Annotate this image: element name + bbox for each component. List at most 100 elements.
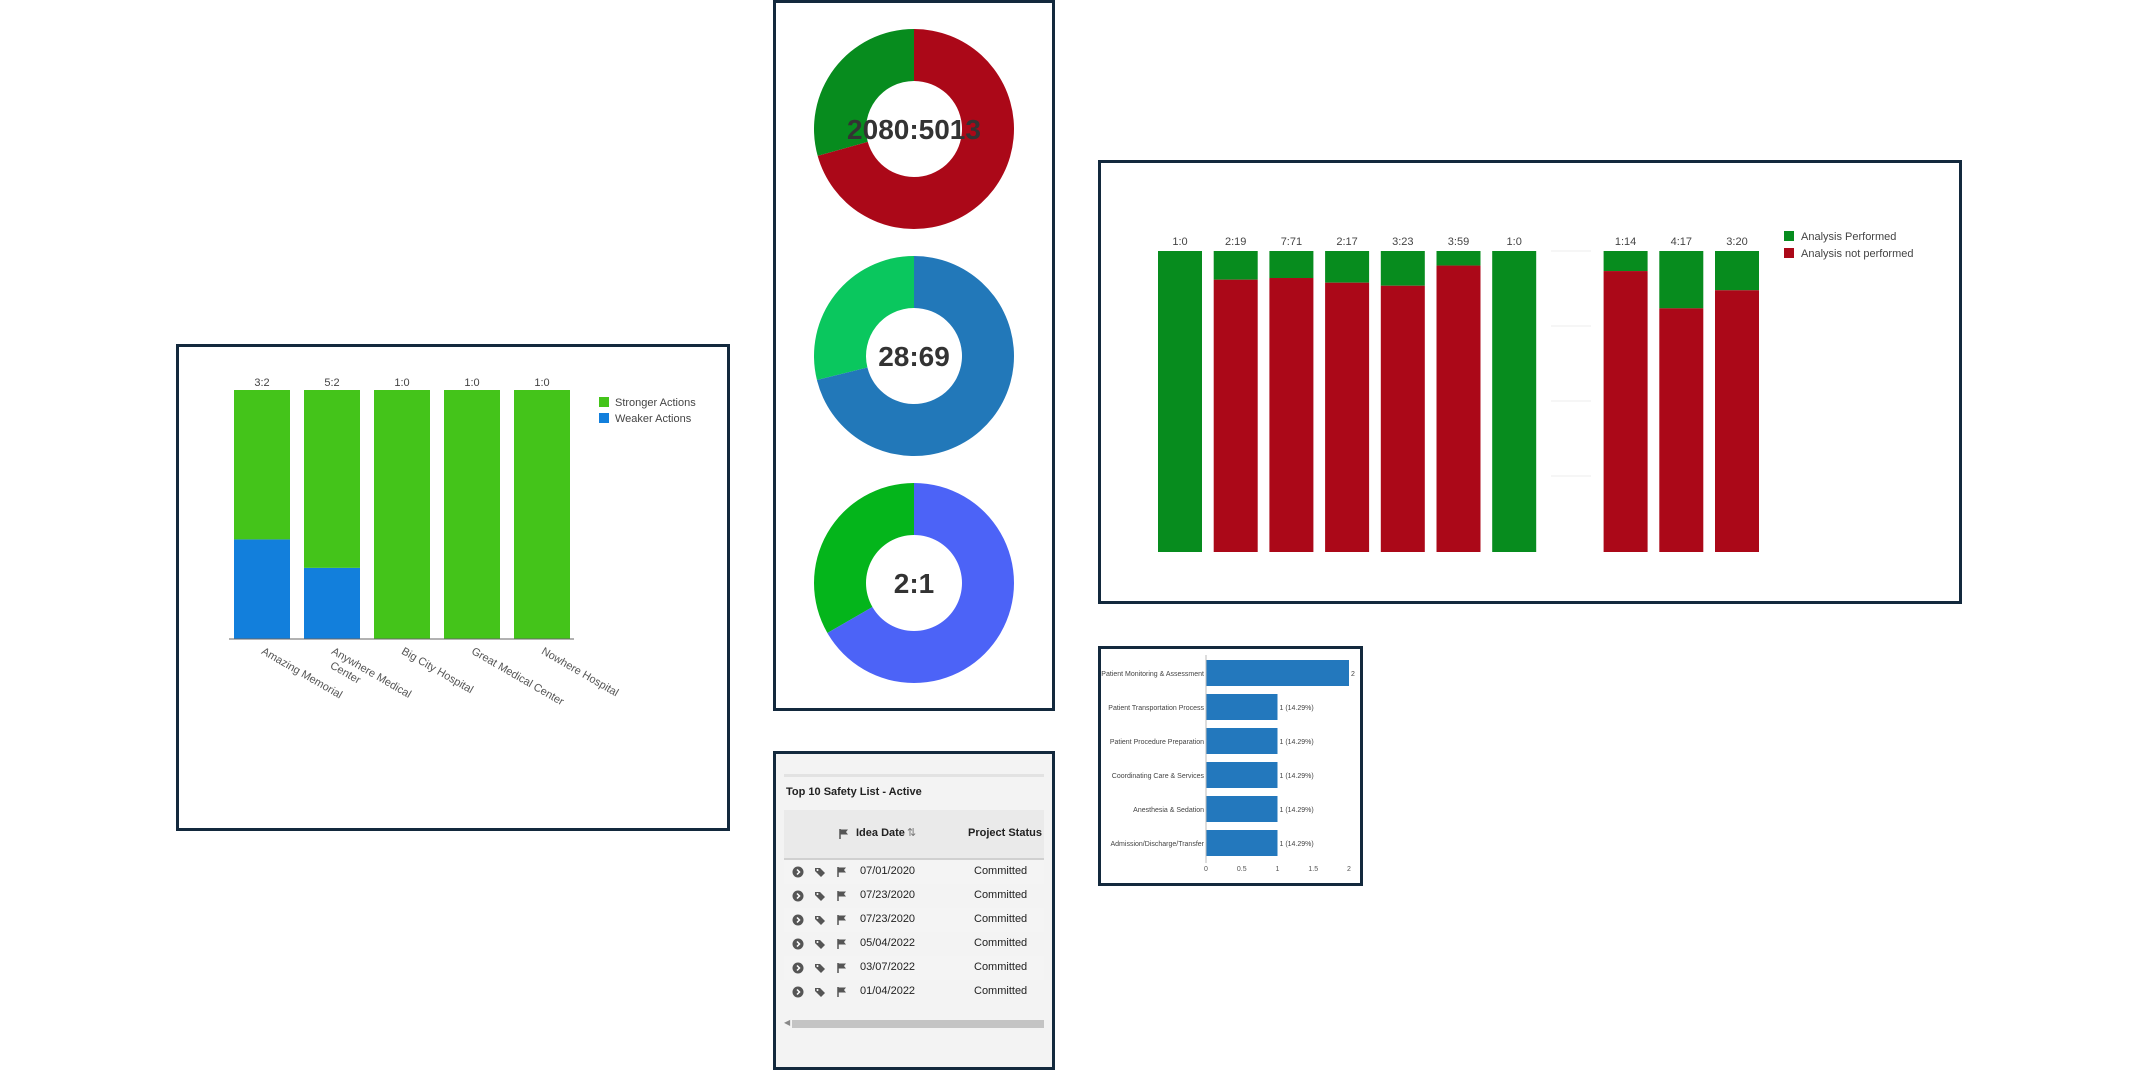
bar-segment (1603, 251, 1648, 272)
bar-segment (1715, 251, 1759, 291)
chevron-circle-icon[interactable] (792, 890, 804, 902)
scroll-left-arrow[interactable]: ◀ (784, 1018, 791, 1027)
project-status-cell: Committed (974, 937, 1028, 949)
flag-icon[interactable] (836, 938, 848, 950)
tags-icon[interactable] (814, 866, 826, 878)
scrollbar-thumb[interactable] (792, 1020, 1044, 1028)
donut-slice (827, 483, 1014, 683)
table-row[interactable]: 07/23/2020 Committed (784, 908, 1044, 932)
x-tick-label: 0.5 (1237, 866, 1247, 873)
project-status-cell: Committed (974, 913, 1028, 925)
bar-segment (304, 567, 360, 639)
bar-segment (304, 390, 360, 568)
data-label: 1 (14.29%) (1280, 705, 1314, 712)
safety-list-panel: Top 10 Safety List - Active Idea Date ⇅ … (773, 751, 1055, 1070)
sort-icon[interactable]: ⇅ (907, 827, 917, 839)
bar-top-label: 1:0 (1172, 236, 1187, 248)
bar-top-label: 3:2 (254, 377, 269, 389)
safety-list-title: Top 10 Safety List - Active (786, 786, 922, 798)
table-row[interactable]: 03/07/2022 Committed (784, 956, 1044, 980)
flag-icon (839, 829, 848, 839)
bar-segment (1380, 285, 1425, 552)
legend-label: Analysis Performed (1801, 231, 1896, 243)
categories-chart-panel: Patient Monitoring & Assessment 2 Patient … (1098, 646, 1363, 886)
bar-top-label: 3:23 (1392, 236, 1413, 248)
donut-charts: 2080:5013 28:69 2:1 (814, 29, 1014, 683)
legend-label: Weaker Actions (615, 413, 692, 425)
bar-segment (1269, 251, 1314, 279)
bar-segment (1158, 251, 1202, 552)
table-body: 07/01/2020 Committed 07/23/2020 Committed 07… (784, 860, 1044, 1004)
tags-icon[interactable] (814, 938, 826, 950)
bar-top-label: 1:14 (1615, 236, 1636, 248)
table-header: Idea Date ⇅ Project Status (784, 810, 1044, 860)
bar-top-label: 7:71 (1281, 236, 1302, 248)
idea-date-cell: 03/07/2022 (860, 961, 916, 973)
tags-icon[interactable] (814, 986, 826, 998)
bar-segment (234, 539, 290, 639)
chevron-circle-icon[interactable] (792, 962, 804, 974)
analysis-chart-panel: 1:0 2:19 7:71 2:17 3:23 3:59 1:0 1:14 4:17 3:20 An… (1098, 160, 1962, 604)
flag-icon[interactable] (836, 914, 848, 926)
project-status-cell: Committed (974, 865, 1028, 877)
idea-date-header[interactable]: Idea Date (856, 827, 905, 839)
bar-segment (1603, 271, 1648, 552)
category-label: Admission/Discharge/Transfer (1111, 841, 1205, 848)
bar-segment (1213, 279, 1258, 552)
tags-icon[interactable] (814, 962, 826, 974)
bar-top-label: 3:20 (1726, 236, 1747, 248)
tags-icon[interactable] (814, 914, 826, 926)
categories-horizontal-bar-chart: Patient Monitoring & Assessment 2 Patient … (1101, 655, 1355, 873)
tags-icon[interactable] (814, 890, 826, 902)
donut-slice (814, 483, 914, 633)
donut-center-label: 28:69 (878, 341, 950, 372)
flag-icon[interactable] (836, 986, 848, 998)
flag-icon[interactable] (836, 962, 848, 974)
chevron-circle-icon[interactable] (792, 866, 804, 878)
bar-segment (1659, 308, 1704, 552)
donut-center-label: 2:1 (894, 568, 934, 599)
project-status-cell: Committed (974, 985, 1028, 997)
bar-segment (1213, 251, 1258, 280)
category-label: Coordinating Care & Services (1112, 773, 1205, 780)
hbar (1206, 830, 1278, 856)
x-tick-label: 0 (1204, 866, 1208, 873)
data-label: 1 (14.29%) (1280, 773, 1314, 780)
hbar (1206, 762, 1278, 788)
x-tick-label: 1 (1276, 866, 1280, 873)
data-label: 1 (14.29%) (1280, 807, 1314, 814)
idea-date-cell: 07/23/2020 (860, 913, 916, 925)
hbar (1206, 694, 1278, 720)
flag-icon[interactable] (836, 866, 848, 878)
table-row[interactable]: 07/01/2020 Committed (784, 860, 1044, 884)
idea-date-cell: 05/04/2022 (860, 937, 916, 949)
chevron-circle-icon[interactable] (792, 986, 804, 998)
bar-segment (1269, 278, 1314, 552)
donut-slice (816, 256, 1014, 456)
table-row[interactable]: 01/04/2022 Committed (784, 980, 1044, 1004)
flag-icon[interactable] (836, 890, 848, 902)
chevron-circle-icon[interactable] (792, 914, 804, 926)
data-label: 1 (14.29%) (1280, 841, 1314, 848)
bar-segment (1715, 290, 1759, 552)
chevron-circle-icon[interactable] (792, 938, 804, 950)
donuts-panel: 2080:5013 28:69 2:1 (773, 0, 1055, 711)
bar-segment (1436, 251, 1481, 266)
bar-segment (1492, 251, 1537, 552)
bar-segment (374, 390, 430, 639)
legend-swatch (1784, 231, 1794, 241)
analysis-stacked-bar-chart: 1:0 2:19 7:71 2:17 3:23 3:59 1:0 1:14 4:17 3:20 An… (1158, 231, 1914, 552)
table-row[interactable]: 07/23/2020 Committed (784, 884, 1044, 908)
bar-top-label: 1:0 (464, 377, 479, 389)
idea-date-cell: 07/23/2020 (860, 889, 916, 901)
bar-top-label: 1:0 (394, 377, 409, 389)
category-label: Patient Transportation Process (1108, 705, 1204, 712)
table-row[interactable]: 05/04/2022 Committed (784, 932, 1044, 956)
hbar (1206, 728, 1278, 754)
idea-date-cell: 01/04/2022 (860, 985, 916, 997)
hbar (1206, 796, 1278, 822)
category-label: Patient Procedure Preparation (1110, 739, 1204, 746)
bar-segment (444, 390, 500, 639)
horizontal-scrollbar[interactable]: ◀ (784, 1018, 1044, 1028)
project-status-header[interactable]: Project Status (968, 827, 1042, 839)
